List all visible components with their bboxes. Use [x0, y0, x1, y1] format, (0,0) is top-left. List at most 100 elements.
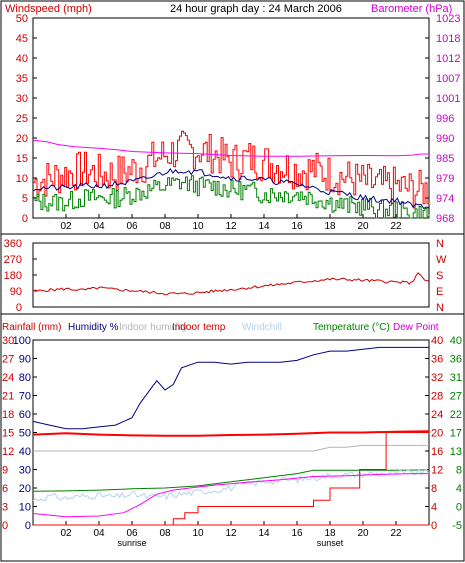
wind-x-tick: 04	[93, 221, 105, 232]
wind-x-tick: 02	[60, 221, 72, 232]
humidity-y-tick: 100	[13, 335, 31, 347]
temperature-y-tick: 17	[450, 428, 462, 440]
rain-y-tick: 15	[2, 428, 14, 440]
temperature-y-tick: 40	[450, 335, 462, 347]
wind-y-tick: 15	[16, 153, 28, 165]
sunrise-marker: sunrise	[117, 538, 146, 548]
barometer-y-tick: 968	[436, 213, 454, 225]
direction-y-tick: 180	[4, 270, 22, 282]
wind-x-tick: 14	[258, 221, 270, 232]
wind-y-tick: 5	[22, 193, 28, 205]
legend-item: Indoor temp	[172, 322, 226, 333]
barometer-y-tick: 996	[436, 113, 454, 125]
wind-x-tick: 16	[291, 221, 303, 232]
temperature-y-tick: 8	[456, 465, 462, 477]
wind-x-tick: 06	[126, 221, 138, 232]
temperature-x-tick: 18	[324, 528, 336, 539]
wind-gust-line	[33, 130, 430, 209]
temperature-x-tick: 02	[60, 528, 72, 539]
wind-y-tick: 40	[16, 53, 28, 65]
wind-y-tick: 45	[16, 33, 28, 45]
temperature-x-tick: 10	[192, 528, 204, 539]
barometer-y-tick: 1007	[436, 73, 460, 85]
rain-rate-y-tick: 0	[431, 520, 437, 532]
wind-x-tick: 18	[324, 221, 336, 232]
rain-rate-y-tick: 4	[431, 502, 437, 514]
temperature-y-tick: 0	[456, 502, 462, 514]
barometer-y-tick: 990	[436, 133, 454, 145]
rain-rate-y-tick: 40	[431, 335, 443, 347]
temperature-x-tick: 06	[126, 528, 138, 539]
barometer-y-tick: 1012	[436, 53, 460, 65]
rain-rate-y-tick: 36	[431, 354, 443, 366]
wind-x-tick: 10	[192, 221, 204, 232]
humidity-y-tick: 60	[19, 409, 31, 421]
rain-y-tick: 18	[2, 409, 14, 421]
wind-direction-plot-area	[32, 242, 430, 308]
temperature-x-tick: 20	[357, 528, 369, 539]
rain-y-tick: 3	[2, 502, 8, 514]
rain-rate-y-tick: 28	[431, 391, 443, 403]
direction-compass-tick: N	[436, 238, 444, 250]
humidity-y-tick: 40	[19, 446, 31, 458]
wind-x-tick: 08	[159, 221, 171, 232]
humidity-y-tick: 30	[19, 465, 31, 477]
rain-rate-y-tick: 20	[431, 428, 443, 440]
wind-direction-line	[32, 272, 430, 296]
humidity-y-tick: 70	[19, 391, 31, 403]
direction-compass-tick: N	[436, 302, 444, 314]
series-indoor-humidity	[33, 444, 429, 452]
temperature-y-tick: 36	[450, 354, 462, 366]
rain-y-tick: 0	[2, 520, 8, 532]
series-windchill	[32, 468, 430, 502]
temperature-y-tick: -5	[452, 520, 462, 532]
series-indoor-temp	[32, 430, 430, 437]
legend-item: Rainfall (mm)	[2, 322, 61, 333]
rain-rate-y-tick: 16	[431, 446, 443, 458]
legend-item: Temperature (°C)	[313, 322, 390, 333]
rain-rate-y-tick: 24	[431, 409, 443, 421]
wind-average-line	[32, 168, 430, 209]
barometer-y-tick: 1018	[436, 33, 460, 45]
temperature-x-tick: 08	[159, 528, 171, 539]
humidity-y-tick: 80	[19, 372, 31, 384]
barometer-axis-label: Barometer (hPa)	[371, 3, 452, 15]
series-humidity	[32, 346, 429, 430]
rain-rate-y-tick: 8	[431, 483, 437, 495]
rain-rate-y-tick: 32	[431, 372, 443, 384]
direction-compass-tick: W	[436, 254, 447, 266]
direction-compass-tick: E	[436, 286, 443, 298]
humidity-y-tick: 90	[19, 354, 31, 366]
rain-y-tick: 12	[2, 446, 14, 458]
rain-rate-y-tick: 12	[431, 465, 443, 477]
barometer-line	[32, 139, 429, 157]
temperature-x-tick: 22	[390, 528, 402, 539]
barometer-y-tick: 985	[436, 153, 454, 165]
humidity-y-tick: 0	[25, 520, 31, 532]
humidity-y-tick: 20	[19, 483, 31, 495]
temperature-y-tick: 13	[450, 446, 462, 458]
direction-y-tick: 90	[10, 286, 22, 298]
series-rainfall-mm	[33, 432, 429, 526]
rain-y-tick: 27	[2, 354, 14, 366]
chart-title: 24 hour graph day : 24 March 2006	[170, 3, 342, 15]
legend-item: Indoor humidity	[119, 322, 187, 333]
direction-y-tick: 0	[16, 302, 22, 314]
temperature-x-tick: 14	[258, 528, 270, 539]
legend-item: Humidity %	[68, 322, 119, 333]
legend-item: Dew Point	[393, 322, 439, 333]
direction-compass-tick: S	[436, 270, 443, 282]
wind-y-tick: 30	[16, 93, 28, 105]
wind-y-tick: 25	[16, 113, 28, 125]
barometer-y-tick: 1023	[436, 13, 460, 25]
wind-x-tick: 22	[390, 221, 402, 232]
rain-y-tick: 9	[2, 465, 8, 477]
direction-y-tick: 270	[4, 254, 22, 266]
wind-y-tick: 10	[16, 173, 28, 185]
wind-y-tick: 20	[16, 133, 28, 145]
wind-y-tick: 35	[16, 73, 28, 85]
series-dew-point	[32, 473, 429, 518]
series-temperature-c	[32, 469, 430, 492]
